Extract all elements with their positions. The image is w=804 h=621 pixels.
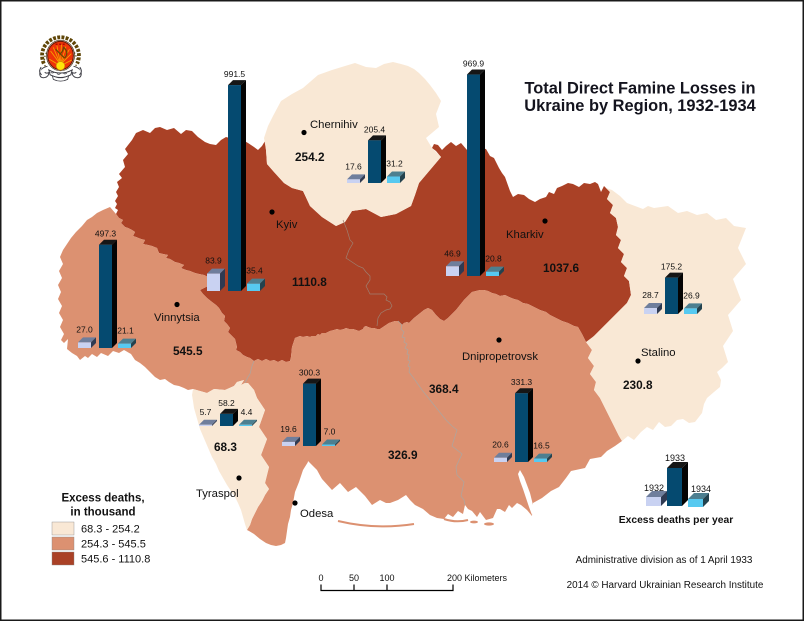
svg-text:Excess deaths per year: Excess deaths per year (619, 515, 733, 526)
svg-text:50: 50 (349, 573, 359, 583)
svg-text:497.3: 497.3 (95, 229, 117, 239)
svg-text:969.9: 969.9 (463, 59, 485, 69)
svg-text:83.9: 83.9 (205, 256, 222, 266)
svg-text:35.4: 35.4 (246, 266, 263, 276)
svg-text:20.6: 20.6 (492, 440, 509, 450)
svg-text:Stalino: Stalino (641, 347, 676, 359)
svg-text:Excess deaths,: Excess deaths, (61, 493, 144, 505)
svg-text:1933: 1933 (665, 453, 685, 463)
svg-text:20.8: 20.8 (485, 254, 502, 264)
svg-text:Chernihiv: Chernihiv (310, 119, 358, 131)
svg-text:1110.8: 1110.8 (292, 275, 327, 289)
svg-text:200 Kilometers: 200 Kilometers (447, 573, 508, 583)
svg-text:19.6: 19.6 (280, 424, 297, 434)
svg-text:17.6: 17.6 (345, 161, 362, 171)
svg-text:Tyraspol: Tyraspol (196, 488, 239, 500)
svg-text:27.0: 27.0 (76, 324, 93, 334)
svg-text:Vinnytsia: Vinnytsia (154, 312, 200, 324)
svg-text:26.9: 26.9 (683, 290, 700, 300)
svg-text:175.2: 175.2 (661, 262, 683, 272)
svg-text:230.8: 230.8 (623, 378, 653, 392)
svg-text:Ukraine by Region, 1932-1934: Ukraine by Region, 1932-1934 (524, 97, 756, 115)
svg-text:68.3: 68.3 (214, 440, 237, 454)
svg-text:254.3 - 545.5: 254.3 - 545.5 (81, 539, 146, 551)
svg-text:545.6 - 1110.8: 545.6 - 1110.8 (81, 554, 150, 566)
svg-text:1037.6: 1037.6 (543, 261, 580, 275)
svg-text:Total Direct Famine Losses in: Total Direct Famine Losses in (524, 80, 755, 98)
svg-text:326.9: 326.9 (388, 448, 418, 462)
svg-text:Kyiv: Kyiv (276, 219, 298, 231)
svg-text:331.3: 331.3 (511, 377, 533, 387)
svg-text:in thousand: in thousand (70, 507, 135, 519)
svg-text:254.2: 254.2 (295, 150, 325, 164)
svg-text:21.1: 21.1 (117, 326, 134, 336)
svg-text:991.5: 991.5 (224, 69, 246, 79)
svg-text:46.9: 46.9 (444, 248, 461, 258)
svg-text:58.2: 58.2 (218, 398, 235, 408)
svg-text:4.4: 4.4 (241, 407, 253, 417)
svg-text:68.3 - 254.2: 68.3 - 254.2 (81, 524, 140, 536)
svg-text:7.0: 7.0 (324, 427, 336, 437)
svg-text:368.4: 368.4 (429, 382, 459, 396)
svg-text:545.5: 545.5 (173, 344, 203, 358)
svg-text:2014 © Harvard Ukrainian Resea: 2014 © Harvard Ukrainian Research Instit… (567, 580, 764, 591)
svg-text:205.4: 205.4 (364, 124, 386, 134)
svg-text:100: 100 (379, 573, 394, 583)
svg-text:300.3: 300.3 (299, 368, 321, 378)
svg-text:0: 0 (318, 573, 323, 583)
svg-text:28.7: 28.7 (642, 290, 659, 300)
svg-text:Kharkiv: Kharkiv (506, 229, 544, 241)
svg-text:Odesa: Odesa (300, 508, 334, 520)
svg-text:5.7: 5.7 (200, 407, 212, 417)
svg-text:Administrative division as of: Administrative division as of 1 April 19… (576, 555, 753, 566)
svg-text:Dnipropetrovsk: Dnipropetrovsk (462, 351, 538, 363)
svg-text:31.2: 31.2 (386, 159, 403, 169)
svg-text:1934: 1934 (691, 484, 711, 494)
svg-text:1932: 1932 (644, 483, 664, 493)
svg-text:16.5: 16.5 (533, 441, 550, 451)
